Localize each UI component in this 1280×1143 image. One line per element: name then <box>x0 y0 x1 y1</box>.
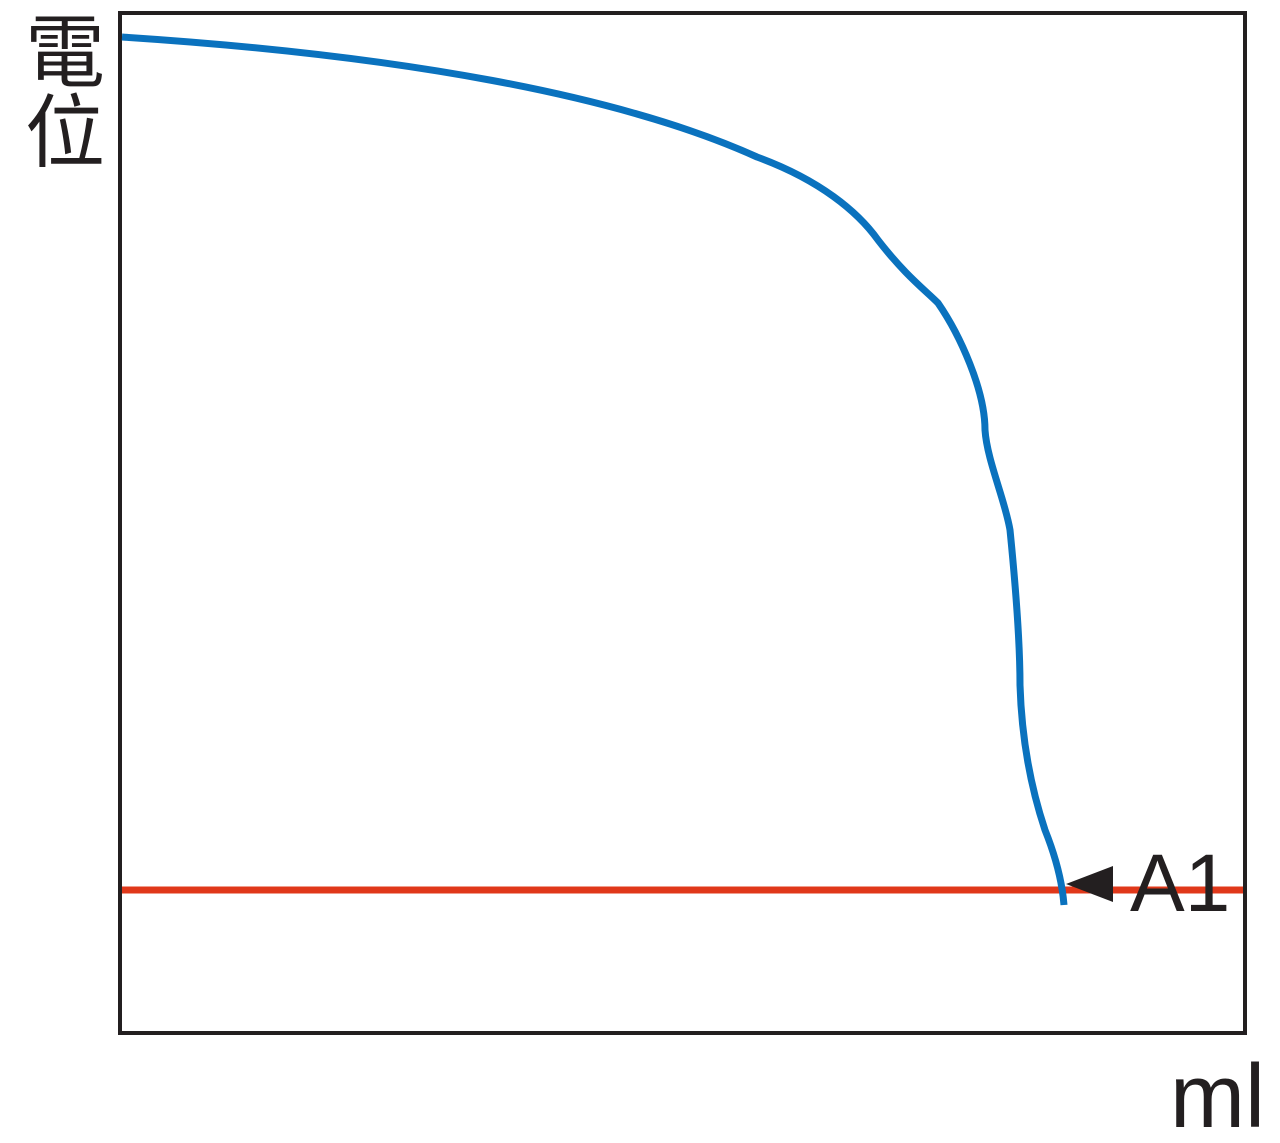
titration-curve <box>121 33 1068 906</box>
plot-frame <box>118 11 1247 1035</box>
x-axis-label: ml <box>1170 1047 1265 1143</box>
annotation-arrow <box>1066 866 1113 902</box>
y-axis-label: 電位 <box>12 10 105 170</box>
annotation-label: A1 <box>1130 838 1230 929</box>
